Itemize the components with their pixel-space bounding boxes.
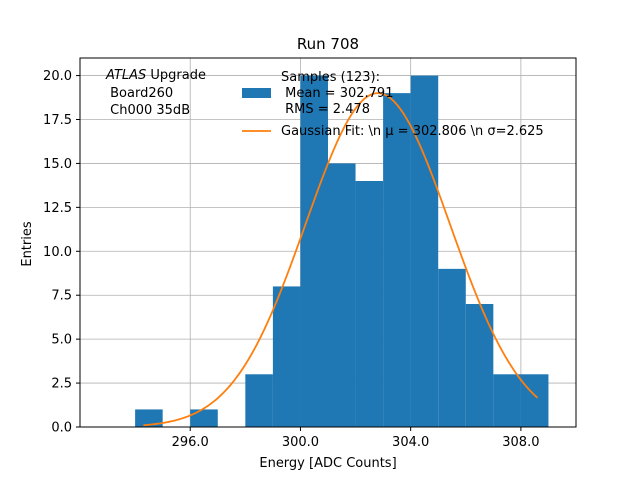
board-label: Board260 <box>106 86 173 101</box>
atlas-suffix: Upgrade <box>146 68 206 83</box>
x-tick-label: 308.0 <box>502 435 539 450</box>
x-tick-label: 296.0 <box>172 435 209 450</box>
x-tick-label: 300.0 <box>282 435 319 450</box>
legend-samples-rms: RMS = 2.478 <box>281 102 370 117</box>
histogram-bar <box>272 286 301 427</box>
x-axis-ticks: 296.0 300.0 304.0 308.0 <box>172 427 539 450</box>
histogram-bar <box>190 409 218 427</box>
legend-fit-label: Gaussian Fit: \n μ = 302.806 \n σ=2.625 <box>281 124 544 139</box>
y-axis-label: Entries <box>20 221 35 267</box>
histogram-bar <box>300 75 328 428</box>
channel-label: Ch000 35dB <box>106 103 190 118</box>
y-tick-label: 10.0 <box>43 245 72 260</box>
fit-curve <box>143 92 539 427</box>
atlas-annotation: ATLAS Upgrade Board260 Ch000 35dB <box>105 68 206 118</box>
y-tick-label: 17.5 <box>43 113 72 128</box>
y-tick-label: 2.5 <box>51 377 72 392</box>
histogram-bar <box>493 374 521 427</box>
chart-title: Run 708 <box>297 35 359 53</box>
legend: Samples (123): Mean = 302.791 RMS = 2.47… <box>242 70 544 139</box>
y-tick-label: 12.5 <box>43 201 72 216</box>
legend-samples-title: Samples (123): <box>281 70 380 85</box>
histogram-bar <box>328 163 356 427</box>
x-tick-label: 304.0 <box>392 435 429 450</box>
histogram-bar <box>438 268 466 427</box>
y-axis-ticks: 0.0 2.5 5.0 7.5 10.0 12.5 15.0 17.5 20.0 <box>43 69 80 436</box>
atlas-label: ATLAS Upgrade <box>105 68 206 83</box>
y-tick-label: 0.0 <box>51 421 72 436</box>
histogram-bar <box>355 181 384 427</box>
histogram-bars <box>135 75 549 428</box>
x-axis-label: Energy [ADC Counts] <box>259 456 396 471</box>
histogram-bar <box>135 409 163 427</box>
histogram-bar <box>465 304 494 427</box>
atlas-prefix: ATLAS <box>105 68 146 83</box>
histogram-bar <box>245 374 273 427</box>
y-tick-label: 15.0 <box>43 157 72 172</box>
y-tick-label: 7.5 <box>51 289 72 304</box>
y-tick-label: 20.0 <box>43 69 72 84</box>
histogram-bar <box>520 374 549 427</box>
plot-frame <box>79 57 577 428</box>
y-tick-label: 5.0 <box>51 333 72 348</box>
gaussian-fit <box>143 92 539 427</box>
legend-samples-mean: Mean = 302.791 <box>281 86 393 101</box>
histogram-bar <box>383 93 411 428</box>
legend-samples-swatch <box>242 88 271 98</box>
